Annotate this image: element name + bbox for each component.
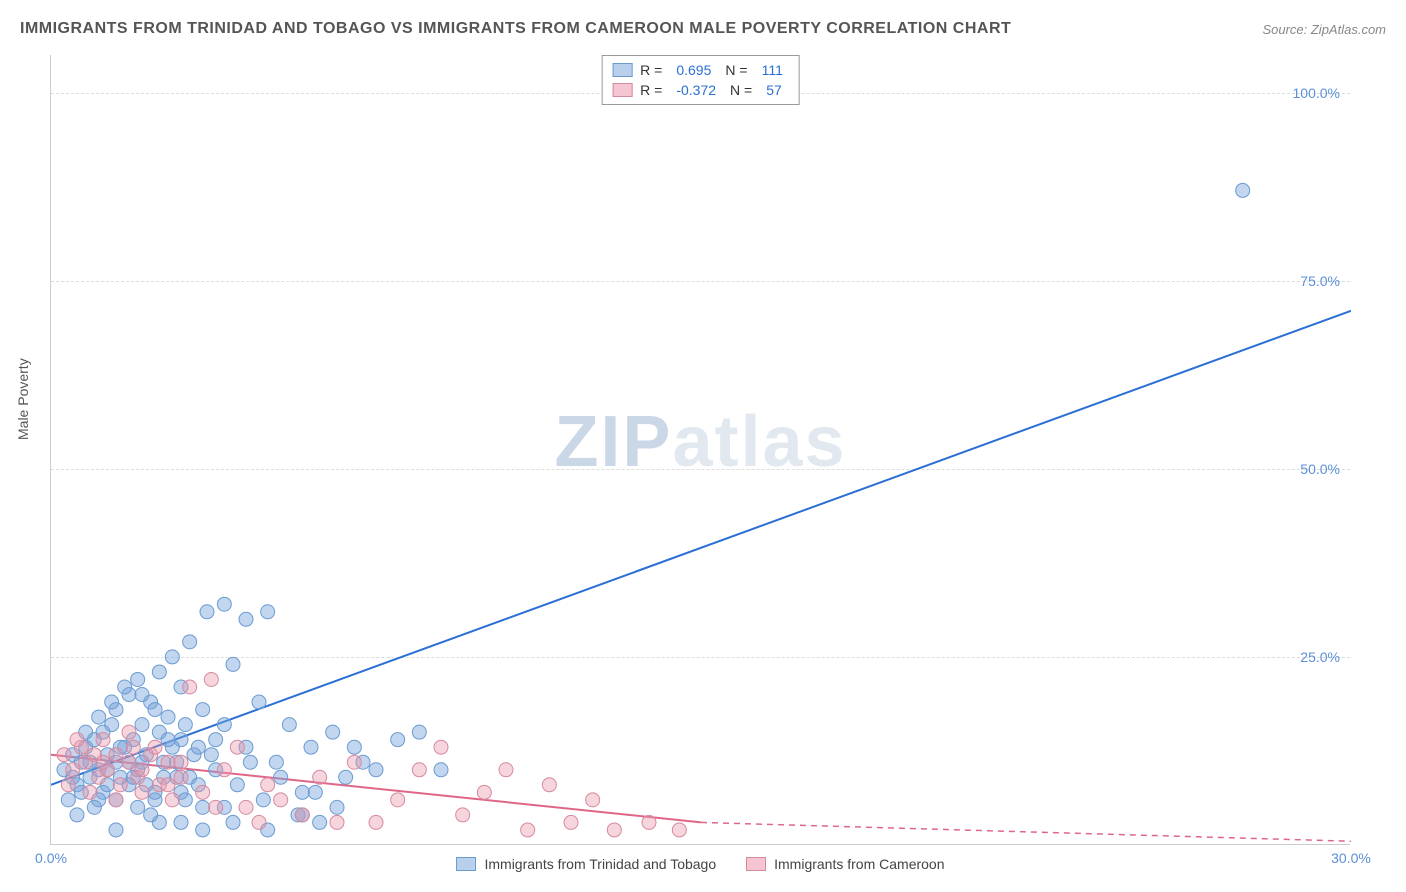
swatch-xlegend-1 (456, 857, 476, 871)
n-value-2: 57 (766, 82, 782, 98)
swatch-series2 (612, 83, 632, 97)
legend-stats: R = 0.695 N = 111 R = -0.372 N = 57 (601, 55, 800, 105)
r-value-1: 0.695 (676, 62, 711, 78)
legend-row-series1: R = 0.695 N = 111 (612, 60, 789, 80)
chart-title: IMMIGRANTS FROM TRINIDAD AND TOBAGO VS I… (20, 20, 1011, 38)
legend-row-series2: R = -0.372 N = 57 (612, 80, 789, 100)
swatch-xlegend-2 (746, 857, 766, 871)
swatch-series1 (612, 63, 632, 77)
r-label-2: R = (640, 82, 662, 98)
r-value-2: -0.372 (676, 82, 716, 98)
x-axis-legend: Immigrants from Trinidad and Tobago Immi… (51, 856, 1350, 872)
xtick-label: 30.0% (1331, 850, 1371, 866)
source-text: Source: ZipAtlas.com (1262, 22, 1386, 37)
title-bar: IMMIGRANTS FROM TRINIDAD AND TOBAGO VS I… (20, 20, 1386, 38)
series2-name: Immigrants from Cameroon (774, 856, 944, 872)
r-label: R = (640, 62, 662, 78)
chart-area: ZIPatlas R = 0.695 N = 111 R = -0.372 N … (50, 55, 1350, 845)
n-label-2: N = (730, 82, 752, 98)
n-label: N = (725, 62, 747, 78)
legend-item-series2: Immigrants from Cameroon (746, 856, 944, 872)
y-axis-label: Male Poverty (15, 358, 31, 440)
n-value-1: 111 (762, 62, 783, 78)
series1-name: Immigrants from Trinidad and Tobago (484, 856, 716, 872)
scatter-plot (51, 55, 1351, 845)
xtick-label: 0.0% (35, 850, 67, 866)
legend-item-series1: Immigrants from Trinidad and Tobago (456, 856, 716, 872)
